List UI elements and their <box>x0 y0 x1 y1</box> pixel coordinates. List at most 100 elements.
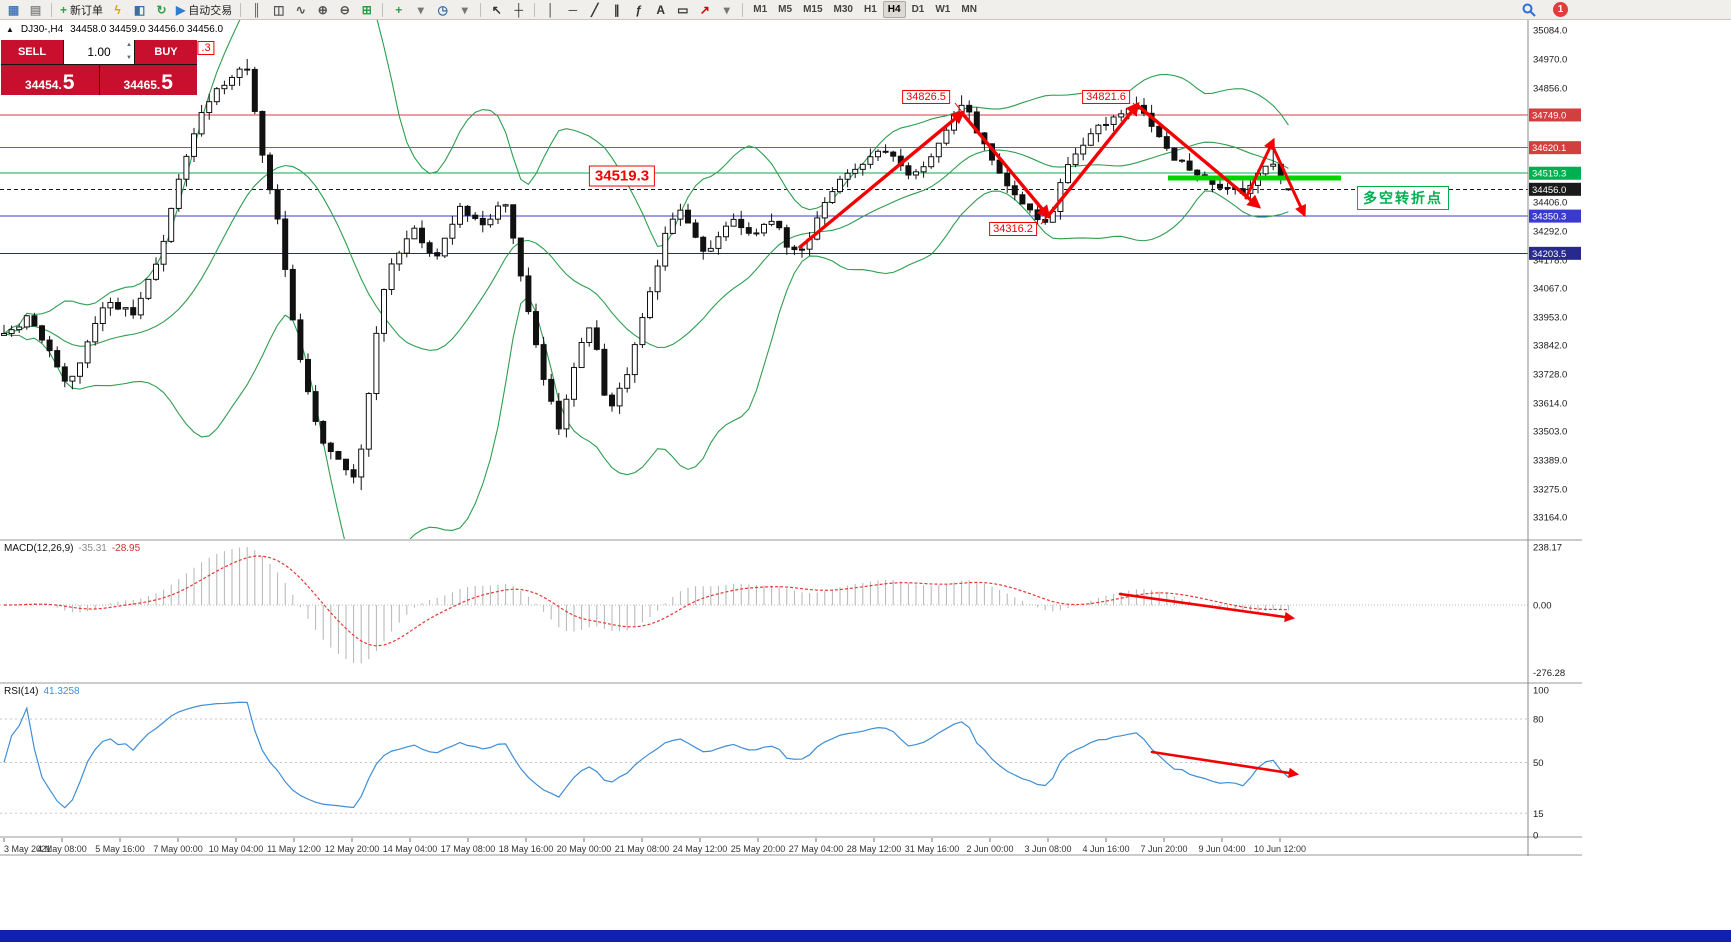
price-axis-label: 80 <box>1533 715 1544 726</box>
price-annotation[interactable]: 34519.3 <box>588 165 656 187</box>
chart-drawings[interactable] <box>798 101 1341 779</box>
chart-window[interactable]: 35084.0 34970.0 34856.0 34406.0 34292.0 34178… <box>0 20 1582 856</box>
zoom-out-button[interactable]: ⊖ <box>334 1 355 19</box>
time-axis-label: 27 May 04:00 <box>789 844 844 854</box>
trend-arrow[interactable] <box>960 111 1051 220</box>
bar-chart-button[interactable]: ║ <box>246 1 267 19</box>
arrow-objects-dropdown[interactable]: ▾ <box>716 1 737 19</box>
toolbar-separator <box>382 2 384 17</box>
trend-arrow[interactable] <box>1150 750 1300 779</box>
vertical-line-button[interactable]: │ <box>540 1 561 19</box>
profiles-button[interactable]: ▤ <box>25 1 46 19</box>
indicators-button[interactable]: + <box>388 1 409 19</box>
search-icon <box>1522 3 1536 17</box>
new-order-button[interactable]: + 新订单 <box>57 1 106 19</box>
text-icon: A <box>656 2 666 17</box>
time-axis-label: 4 May 08:00 <box>37 844 87 854</box>
price-annotation[interactable]: .3 <box>197 41 215 55</box>
time-axis-label: 11 May 12:00 <box>267 844 321 854</box>
metaeditor-icon: ϟ <box>114 2 121 17</box>
indicators-dropdown[interactable]: ▾ <box>410 1 431 19</box>
timeframe-h1-button[interactable]: H1 <box>863 4 877 15</box>
status-bar <box>0 930 1731 942</box>
price-annotation[interactable]: 34821.6 <box>1082 90 1130 104</box>
time-axis-label: 10 Jun 12:00 <box>1254 844 1306 854</box>
volume-decrease-button[interactable]: ▼ <box>126 55 132 61</box>
line-chart-button[interactable]: ∿ <box>290 1 311 19</box>
clock-icon: ◷ <box>437 2 448 17</box>
volume-increase-button[interactable]: ▲ <box>126 42 132 48</box>
fibonacci-button[interactable]: ƒ <box>628 1 649 19</box>
price-axis-label: 34970.0 <box>1533 54 1567 65</box>
time-axis-label: 3 May 2021 <box>4 844 51 854</box>
buy-button[interactable]: BUY <box>135 40 197 64</box>
price-axis-label: 33614.0 <box>1533 398 1567 409</box>
periods-button[interactable]: ◷ <box>432 1 453 19</box>
rsi-indicator-label: RSI(14) 41.3258 <box>4 686 80 697</box>
volume-input[interactable]: 1.00 ▲ ▼ <box>64 40 134 64</box>
price-axis[interactable]: 35084.0 34970.0 34856.0 34406.0 34292.0 34178… <box>1529 26 1581 842</box>
timeframe-w1-button[interactable]: W1 <box>935 4 951 15</box>
timeframe-m30-button[interactable]: M30 <box>833 4 853 15</box>
price-badge-label: 34456.0 <box>1532 185 1566 196</box>
price-badge <box>1529 166 1581 180</box>
macd-pane[interactable] <box>0 547 1528 664</box>
price-annotation[interactable]: 多空转折点 <box>1357 186 1449 210</box>
trendline-button[interactable]: ╱ <box>584 1 605 19</box>
notification-badge[interactable]: 1 <box>1553 2 1568 17</box>
sell-button[interactable]: SELL <box>1 40 63 64</box>
trend-arrow[interactable] <box>1244 137 1275 200</box>
search-button[interactable] <box>1518 1 1539 19</box>
trend-arrow[interactable] <box>798 110 966 249</box>
channel-button[interactable]: ∥ <box>606 1 627 19</box>
periods-dropdown[interactable]: ▾ <box>454 1 475 19</box>
timeframe-d1-button[interactable]: D1 <box>911 4 925 15</box>
fibonacci-icon: ƒ <box>635 2 643 17</box>
price-chart[interactable]: 35084.0 34970.0 34856.0 34406.0 34292.0 34178… <box>0 20 1582 856</box>
timeframe-m1-button[interactable]: M1 <box>753 4 768 15</box>
price-annotation[interactable]: 34826.5 <box>902 90 950 104</box>
time-axis-label: 28 May 12:00 <box>847 844 902 854</box>
toolbar-separator <box>240 2 242 17</box>
chevron-down-icon: ▾ <box>417 2 424 17</box>
timeframe-mn-button[interactable]: MN <box>961 4 977 15</box>
metaeditor-button[interactable]: ϟ <box>107 1 128 19</box>
refresh-button[interactable]: ↻ <box>151 1 172 19</box>
main-chart-pane[interactable] <box>0 20 1528 599</box>
cursor-button[interactable]: ↖ <box>486 1 507 19</box>
panel-toggle-icon[interactable]: ▲ <box>6 25 14 34</box>
market-watch-button[interactable]: ◧ <box>129 1 150 19</box>
time-axis-label: 2 Jun 00:00 <box>966 844 1013 854</box>
price-badge-label: 34620.1 <box>1532 143 1566 154</box>
trend-arrow[interactable] <box>1135 103 1262 209</box>
timeframe-m5-button[interactable]: M5 <box>778 4 793 15</box>
trend-arrow[interactable] <box>1118 592 1296 623</box>
ohlc-values: 34458.0 34459.0 34456.0 34456.0 <box>70 24 224 35</box>
text-label-button[interactable]: ▭ <box>672 1 693 19</box>
new-order-icon: + <box>60 2 68 17</box>
time-axis-label: 5 May 16:00 <box>95 844 145 854</box>
price-annotation[interactable]: 34316.2 <box>989 222 1037 236</box>
timeframe-m15-button[interactable]: M15 <box>803 4 823 15</box>
tile-windows-button[interactable]: ⊞ <box>356 1 377 19</box>
trend-arrow[interactable] <box>1271 145 1306 218</box>
zoom-in-button[interactable]: ⊕ <box>312 1 333 19</box>
price-axis-label: 100 <box>1533 686 1549 697</box>
time-axis-label: 9 Jun 04:00 <box>1198 844 1245 854</box>
new-chart-button[interactable]: ▦ <box>3 1 24 19</box>
autotrading-button[interactable]: ▶ 自动交易 <box>173 1 235 19</box>
horizontal-line-button[interactable]: ─ <box>562 1 583 19</box>
rsi-pane[interactable] <box>0 701 1528 814</box>
timeframe-h4-button[interactable]: H4 <box>882 1 906 18</box>
chevron-down-icon: ▾ <box>461 2 468 17</box>
text-button[interactable]: A <box>650 1 671 19</box>
trend-arrow[interactable] <box>1046 101 1140 218</box>
bollinger-bands <box>3 20 1289 539</box>
candlestick-chart-button[interactable]: ◫ <box>268 1 289 19</box>
price-axis-label: 0 <box>1533 831 1538 842</box>
time-axis-label: 24 May 12:00 <box>673 844 728 854</box>
arrow-objects-button[interactable]: ↗ <box>694 1 715 19</box>
crosshair-button[interactable]: ┼ <box>508 1 529 19</box>
price-axis-label: 34178.0 <box>1533 255 1567 266</box>
